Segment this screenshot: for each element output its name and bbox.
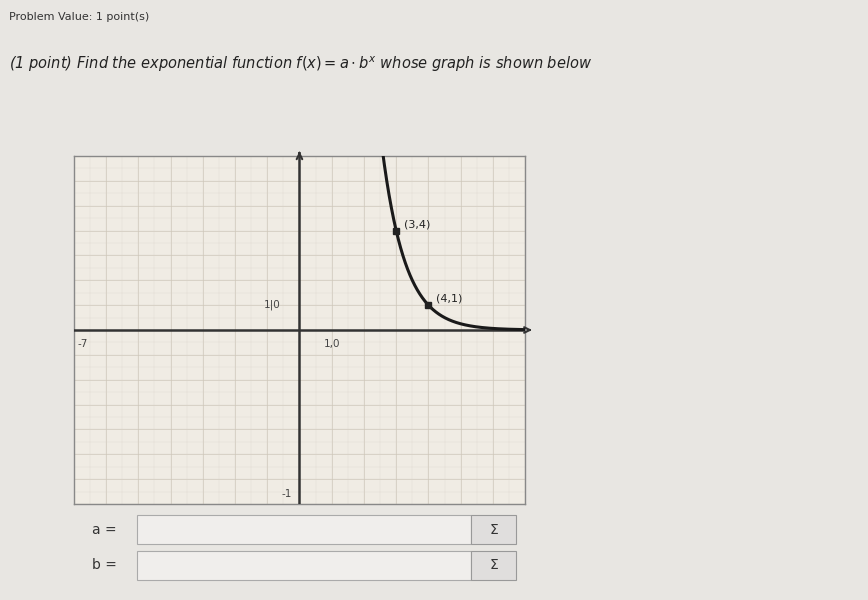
Text: (4,1): (4,1) xyxy=(437,294,463,304)
Text: 1,0: 1,0 xyxy=(324,338,340,349)
Text: b =: b = xyxy=(92,559,116,572)
FancyBboxPatch shape xyxy=(137,515,471,544)
Text: (3,4): (3,4) xyxy=(404,220,431,229)
Text: Σ: Σ xyxy=(490,523,498,536)
FancyBboxPatch shape xyxy=(471,515,516,544)
Text: -1: -1 xyxy=(281,489,292,499)
Text: 1|0: 1|0 xyxy=(263,300,280,310)
Text: a =: a = xyxy=(92,523,116,536)
FancyBboxPatch shape xyxy=(137,551,471,580)
Text: (1 point) Find the exponential function $f(x)=a\cdot b^x$ whose graph is shown b: (1 point) Find the exponential function … xyxy=(9,54,592,74)
Text: -7: -7 xyxy=(77,338,88,349)
Text: Problem Value: 1 point(s): Problem Value: 1 point(s) xyxy=(9,12,149,22)
Text: Σ: Σ xyxy=(490,559,498,572)
FancyBboxPatch shape xyxy=(471,551,516,580)
